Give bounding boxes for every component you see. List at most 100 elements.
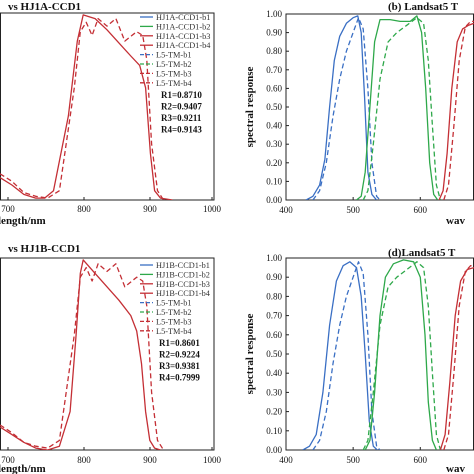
legend-entry: L5-TM-b2 xyxy=(156,308,192,317)
series-line xyxy=(443,265,474,450)
legend-entry: HJ1B-CCD1-b4 xyxy=(156,289,211,298)
legend-entry: HJ1A-CCD1-b1 xyxy=(156,13,210,22)
y-tick-label: 0.50 xyxy=(266,349,282,359)
legend: HJ1A-CCD1-b1HJ1A-CCD1-b2HJ1A-CCD1-b3HJ1A… xyxy=(140,13,211,135)
legend-entry: L5-TM-b3 xyxy=(156,69,192,78)
panel-title: vs HJ1B-CCD1 xyxy=(8,243,80,255)
correlation-stat: R3=0.9381 xyxy=(159,361,200,371)
y-tick-label: 0.40 xyxy=(266,121,282,131)
correlation-stat: R2=0.9407 xyxy=(161,102,202,112)
correlation-stat: R3=0.9211 xyxy=(161,113,202,123)
y-tick-label: 0.60 xyxy=(266,83,282,93)
x-tick-label: 900 xyxy=(143,455,157,465)
correlation-stat: R1=0.8601 xyxy=(159,338,200,348)
y-tick-label: 0.50 xyxy=(266,102,282,112)
series-line xyxy=(305,15,378,200)
series-line xyxy=(362,17,442,200)
x-tick-label: 500 xyxy=(346,455,360,465)
y-tick-label: 0.30 xyxy=(266,387,282,397)
series-line xyxy=(0,17,165,200)
x-tick-label: 800 xyxy=(77,455,91,465)
y-tick-label: 0.20 xyxy=(266,158,282,168)
panel-bottom-right: 0.00 0.10 0.20 0.30 0.40 0.50 0.60 0.70 0.80 0.90… xyxy=(244,247,474,474)
panel-title: (d)Landsat5 T xyxy=(388,247,456,259)
legend-entry: L5-TM-b1 xyxy=(156,51,192,60)
series-line xyxy=(312,261,381,450)
y-axis-label: spectral response xyxy=(244,67,256,148)
x-tick-label: 400 xyxy=(279,455,293,465)
x-tick-label: 1000 xyxy=(203,204,222,214)
series-line xyxy=(362,261,442,450)
series-line xyxy=(302,261,378,450)
x-axis-label: length/nm xyxy=(0,463,46,474)
panel-top-right: 0.00 0.10 0.20 0.30 0.40 0.50 0.60 0.70 0.80 0.90… xyxy=(244,1,474,227)
x-tick-label: 700 xyxy=(1,455,15,465)
x-tick-label: 900 xyxy=(143,204,157,214)
x-tick-label: 400 xyxy=(279,205,293,215)
y-tick-label: 0.10 xyxy=(266,176,282,186)
series-line xyxy=(0,14,173,200)
legend-entry: HJ1B-CCD1-b2 xyxy=(156,270,210,279)
y-tick-label: 1.00 xyxy=(266,253,282,263)
correlation-stat: R4=0.9143 xyxy=(161,125,202,135)
y-axis-label: spectral response xyxy=(244,314,256,395)
y-tick-label: 0.00 xyxy=(266,195,282,205)
x-tick-label: 500 xyxy=(346,205,360,215)
correlation-stat: R4=0.7999 xyxy=(159,373,200,383)
series-group xyxy=(305,15,474,200)
x-tick-label: 600 xyxy=(414,455,428,465)
series-line xyxy=(356,15,439,200)
legend-entry: HJ1B-CCD1-b3 xyxy=(156,280,210,289)
correlation-stat: R2=0.9224 xyxy=(159,350,200,360)
plot-frame xyxy=(285,257,474,451)
y-tick-label: 0.90 xyxy=(266,28,282,38)
panel-title: vs HJ1A-CCD1 xyxy=(8,1,81,13)
y-tick-label: 0.90 xyxy=(266,272,282,282)
legend-entry: HJ1A-CCD1-b2 xyxy=(156,22,210,31)
y-tick-label: 0.40 xyxy=(266,368,282,378)
plot-frame xyxy=(0,12,215,201)
y-tick-label: 0.20 xyxy=(266,407,282,417)
x-tick-label: 800 xyxy=(77,204,91,214)
legend-entry: L5-TM-b4 xyxy=(156,327,192,336)
series-line xyxy=(0,259,161,450)
series-line xyxy=(438,22,474,200)
y-tick-label: 1.00 xyxy=(266,9,282,19)
y-tick-label: 0.80 xyxy=(266,291,282,301)
series-line xyxy=(443,20,474,200)
series-line xyxy=(439,266,474,450)
series-line xyxy=(0,263,165,450)
x-axis-label: wav xyxy=(446,463,465,474)
y-tick-label: 0.00 xyxy=(266,445,282,455)
legend-entry: HJ1A-CCD1-b4 xyxy=(156,41,211,50)
y-tick-label: 0.30 xyxy=(266,139,282,149)
x-tick-label: 700 xyxy=(1,204,15,214)
series-line xyxy=(364,259,437,450)
series-group xyxy=(0,259,165,450)
correlation-stat: R1=0.8710 xyxy=(161,90,202,100)
legend-entry: L5-TM-b3 xyxy=(156,317,192,326)
series-group xyxy=(302,259,474,450)
series-group xyxy=(0,14,173,200)
y-tick-label: 0.80 xyxy=(266,46,282,56)
y-tick-label: 0.60 xyxy=(266,330,282,340)
legend-entry: L5-TM-b4 xyxy=(156,79,192,88)
x-axis-label: wav xyxy=(446,215,465,227)
series-line xyxy=(312,17,381,200)
panel-bottom-left: 700 800 900 1000 length/nm vs HJ1B-CCD1 HJ1B-C… xyxy=(0,243,222,474)
legend-entry: L5-TM-b1 xyxy=(156,299,192,308)
y-tick-label: 0.10 xyxy=(266,426,282,436)
x-axis-label: length/nm xyxy=(0,215,46,227)
panel-top-left: 700 800 900 1000 length/nm vs HJ1A-CCD1 HJ1A-C… xyxy=(0,1,222,227)
legend-entry: L5-TM-b2 xyxy=(156,60,192,69)
legend-entry: HJ1B-CCD1-b1 xyxy=(156,261,210,270)
x-tick-label: 1000 xyxy=(203,455,222,465)
x-tick-label: 600 xyxy=(414,205,428,215)
legend: HJ1B-CCD1-b1HJ1B-CCD1-b2HJ1B-CCD1-b3HJ1B… xyxy=(140,261,211,383)
legend-entry: HJ1A-CCD1-b3 xyxy=(156,32,210,41)
y-tick-label: 0.70 xyxy=(266,65,282,75)
y-tick-label: 0.70 xyxy=(266,311,282,321)
panel-title: (b) Landsat5 T xyxy=(388,1,459,13)
plot-frame xyxy=(0,257,215,451)
